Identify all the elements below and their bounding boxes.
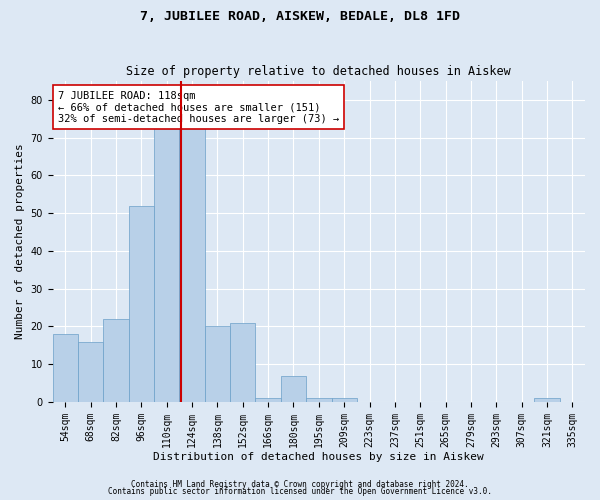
Bar — [103, 319, 129, 402]
Bar — [129, 206, 154, 402]
Text: Contains public sector information licensed under the Open Government Licence v3: Contains public sector information licen… — [108, 487, 492, 496]
Bar — [205, 326, 230, 402]
Bar — [535, 398, 560, 402]
Bar — [53, 334, 78, 402]
Bar — [230, 322, 256, 402]
Bar — [281, 376, 306, 402]
X-axis label: Distribution of detached houses by size in Aiskew: Distribution of detached houses by size … — [154, 452, 484, 462]
Y-axis label: Number of detached properties: Number of detached properties — [15, 144, 25, 340]
Text: Contains HM Land Registry data © Crown copyright and database right 2024.: Contains HM Land Registry data © Crown c… — [131, 480, 469, 489]
Bar — [154, 100, 179, 402]
Bar — [256, 398, 281, 402]
Bar — [332, 398, 357, 402]
Bar — [179, 108, 205, 402]
Text: 7, JUBILEE ROAD, AISKEW, BEDALE, DL8 1FD: 7, JUBILEE ROAD, AISKEW, BEDALE, DL8 1FD — [140, 10, 460, 23]
Text: 7 JUBILEE ROAD: 118sqm
← 66% of detached houses are smaller (151)
32% of semi-de: 7 JUBILEE ROAD: 118sqm ← 66% of detached… — [58, 90, 339, 124]
Title: Size of property relative to detached houses in Aiskew: Size of property relative to detached ho… — [127, 66, 511, 78]
Bar — [78, 342, 103, 402]
Bar — [306, 398, 332, 402]
